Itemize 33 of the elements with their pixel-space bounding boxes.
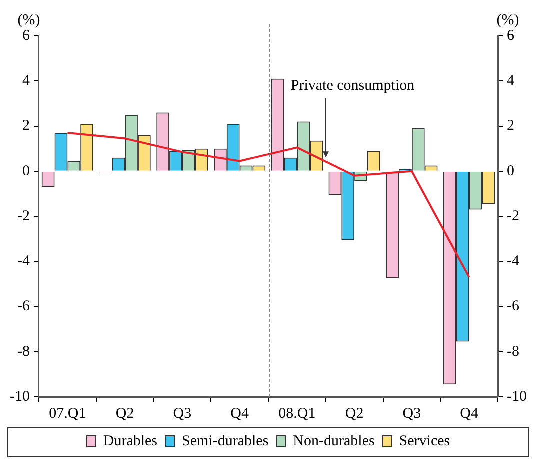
y2-tick-label: 6 — [507, 28, 516, 44]
x-tick-label: Q3 — [173, 406, 192, 422]
x-tick-label: Q2 — [116, 406, 134, 422]
y2-tick-label: 0 — [507, 163, 515, 180]
y2-tick-label: -8 — [507, 344, 520, 360]
x-tick-label: Q4 — [230, 406, 250, 422]
x-tick-label: Q3 — [402, 406, 422, 422]
y-tick-label: 0 — [22, 163, 30, 180]
y2-axis-title: (%) — [496, 12, 520, 28]
y-tick-label: -8 — [17, 344, 30, 360]
text: Private consumption — [290, 78, 416, 94]
y-tick-label: 6 — [22, 28, 30, 44]
legend-label: Semi-durables — [182, 433, 269, 450]
y2-tick-label: -2 — [507, 208, 520, 224]
y-tick-label: -4 — [17, 254, 30, 270]
y2-tick-label: 2 — [507, 118, 515, 134]
y-tick-label: 2 — [22, 118, 30, 134]
y-tick-label: -2 — [17, 208, 30, 224]
y2-tick-label: -4 — [507, 254, 520, 270]
legend-label: Services — [399, 433, 450, 450]
y-tick-label: -6 — [17, 298, 30, 315]
y-tick-label: -10 — [10, 388, 30, 405]
y2-tick-label: -6 — [507, 298, 520, 315]
legend-label: Non-durables — [293, 433, 375, 450]
x-tick-label: 08.Q1 — [278, 406, 316, 422]
legend-label: Durables — [103, 433, 158, 450]
y2-tick-label: 4 — [507, 73, 516, 90]
y-axis-title: (%) — [18, 12, 40, 28]
y-tick-label: 4 — [22, 73, 30, 90]
x-tick-label: 07.Q1 — [49, 406, 86, 422]
y2-tick-label: -10 — [507, 388, 528, 405]
x-tick-label: Q4 — [460, 406, 479, 422]
x-tick-label: Q2 — [345, 406, 364, 422]
